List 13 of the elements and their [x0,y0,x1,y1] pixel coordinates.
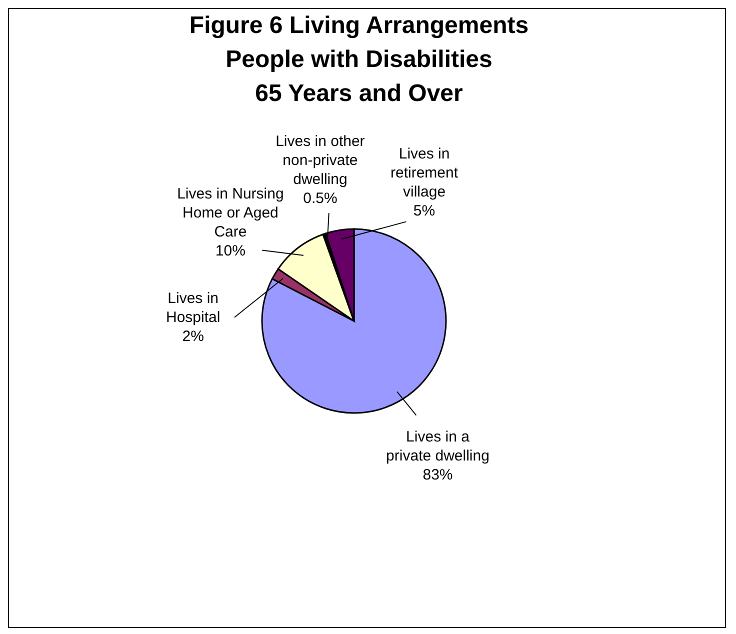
text: People with Disabilities [226,46,492,73]
text: Figure 6 Living Arrangements [189,12,529,39]
slice-label: Lives in Nursing Home or Aged Care [177,186,284,241]
slice-label: Lives in a private dwelling [386,428,490,465]
data-label: 10% [215,242,246,260]
data-label: 83% [422,466,453,484]
slice-label: Lives in Hospital [166,290,220,326]
data-label: 0.5% [303,190,338,208]
slice-label: Lives in retirement village [390,145,459,200]
data-label: 2% [182,328,204,345]
slice-label: Lives in other non-private dwelling [276,133,365,188]
text: 65 Years and Over [255,80,463,107]
data-label: 5% [413,202,436,220]
